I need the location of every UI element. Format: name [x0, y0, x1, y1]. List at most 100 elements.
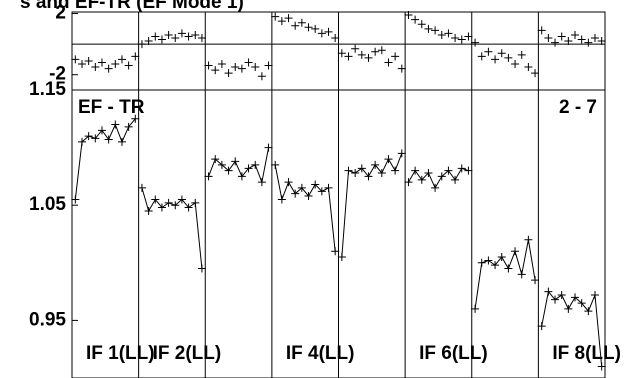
amplitude-point — [404, 178, 413, 187]
phase-point — [251, 63, 260, 72]
amplitude-point — [77, 137, 86, 146]
amplitude-point — [217, 160, 226, 169]
amplitude-point — [311, 180, 320, 189]
phase-point — [391, 52, 400, 61]
if-label: IF 6(LL) — [419, 343, 488, 364]
phase-point — [284, 14, 293, 23]
phase-point — [117, 55, 126, 64]
amplitude-point — [577, 299, 586, 308]
phase-point — [257, 72, 266, 81]
phase-point — [591, 34, 600, 42]
phase-point — [364, 53, 373, 62]
phase-point — [77, 60, 86, 68]
amplitude-point — [537, 322, 546, 331]
amplitude-point — [177, 195, 186, 204]
amplitude-point — [364, 172, 373, 181]
phase-point — [544, 34, 553, 42]
phase-point — [91, 63, 100, 72]
amplitude-point — [264, 143, 273, 152]
phase-point — [304, 23, 313, 32]
amplitude-line — [274, 164, 336, 252]
phase-point — [404, 11, 413, 20]
amplitude-point — [84, 132, 93, 141]
amplitude-point — [331, 247, 340, 256]
phase-point — [171, 34, 180, 42]
phase-point — [177, 29, 186, 38]
phase-point — [537, 26, 546, 35]
amplitude-point — [291, 189, 300, 198]
amplitude-point — [317, 187, 326, 196]
phase-point — [577, 35, 586, 44]
phase-point — [144, 37, 153, 46]
amplitude-point — [324, 183, 333, 192]
phase-point — [331, 34, 340, 42]
amplitude-point — [431, 183, 440, 192]
phase-point — [184, 32, 193, 41]
amplitude-point — [451, 175, 460, 184]
amplitude-line — [341, 153, 403, 258]
amplitude-point — [517, 270, 526, 279]
phase-point — [324, 27, 333, 36]
amplitude-point — [204, 172, 213, 181]
phase-point — [564, 37, 573, 46]
phase-point — [557, 32, 566, 41]
amplitude-point — [337, 253, 346, 262]
amplitude-point — [71, 195, 80, 204]
phase-point — [197, 34, 206, 42]
phase-point — [104, 64, 113, 73]
amplitude-point — [491, 261, 500, 270]
amplitude-line — [408, 167, 469, 190]
phase-point — [317, 29, 326, 38]
amplitude-point — [137, 183, 146, 192]
phase-point — [111, 60, 120, 68]
phase-point — [551, 38, 560, 47]
amplitude-line — [141, 187, 203, 269]
phase-point — [344, 52, 353, 61]
phase-point — [597, 37, 606, 46]
phase-point — [131, 52, 140, 61]
y-tick-label: -2 — [49, 64, 66, 85]
amplitude-point — [117, 137, 126, 146]
phase-point — [497, 49, 506, 58]
amplitude-point — [564, 304, 573, 313]
phase-point — [417, 20, 426, 29]
amplitude-point — [111, 120, 120, 129]
amplitude-point — [191, 198, 200, 207]
amplitude-point — [551, 295, 560, 304]
phase-point — [151, 32, 160, 41]
amplitude-point — [524, 235, 533, 244]
amplitude-point — [164, 198, 173, 207]
amplitude-point — [591, 291, 600, 300]
phase-point — [164, 30, 173, 39]
amplitude-point — [351, 168, 360, 177]
amplitude-point — [424, 168, 433, 177]
phase-point — [291, 21, 300, 30]
amplitude-line — [474, 239, 536, 309]
phase-point — [204, 61, 213, 70]
phase-point — [431, 26, 440, 35]
amplitude-point — [91, 134, 100, 143]
amplitude-point — [544, 287, 553, 296]
amplitude-point — [251, 160, 260, 169]
phase-point — [211, 66, 220, 75]
amplitude-point — [531, 276, 540, 285]
phase-point — [464, 32, 473, 41]
amplitude-point — [391, 166, 400, 175]
amplitude-point — [371, 160, 380, 169]
phase-point — [457, 35, 466, 44]
phase-point — [71, 55, 80, 64]
amplitude-point — [377, 168, 386, 177]
phase-point — [377, 46, 386, 55]
phase-point — [471, 38, 480, 47]
amplitude-point — [231, 157, 240, 166]
y-tick-label: 2 — [55, 3, 66, 24]
amplitude-point — [271, 160, 280, 169]
phase-point — [491, 55, 500, 64]
phase-point — [297, 18, 306, 27]
amplitude-point — [504, 264, 513, 273]
phase-point — [191, 30, 200, 39]
phase-point — [124, 61, 133, 70]
phase-point — [397, 64, 406, 73]
phase-point — [384, 58, 393, 67]
